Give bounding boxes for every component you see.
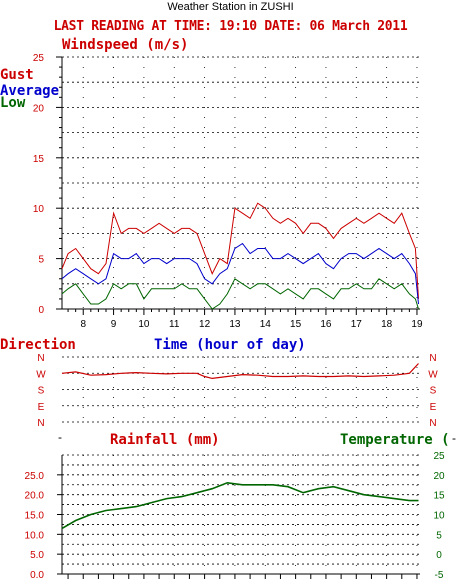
rainfall-label: Rainfall (mm) (110, 432, 220, 448)
legend-average: Average (0, 83, 59, 99)
wind-y-tick-label: 20 (33, 103, 45, 114)
wind-series-gust (61, 202, 419, 299)
rain-y-tick-label: 10.0 (25, 530, 45, 541)
wind-series-low (61, 278, 419, 310)
windspeed-chart: 0 5 10 15 20 25 8 9 10 11 12 13 14 15 16 17 18 19 (33, 53, 423, 330)
rain-y-tick-label: 25.0 (25, 471, 45, 482)
wind-x-tick-label: 18 (381, 319, 393, 330)
wind-x-tick-label: 16 (320, 319, 332, 330)
temp-y-tick-label: 5 (436, 530, 442, 541)
legend-gust: Gust (0, 67, 34, 83)
window-title: Weather Station in ZUSHI (167, 1, 294, 13)
direction-tick-right: N (429, 418, 436, 429)
direction-tick-right: W (428, 369, 438, 380)
rain-y-tick-label: 5.0 (30, 550, 44, 561)
wind-y-tick-label: 10 (33, 204, 45, 215)
temp-y-tick-label: 10 (433, 511, 445, 522)
temp-y-tick-label: 25 (433, 451, 445, 462)
direction-tick-left: E (38, 402, 45, 413)
temp-y-tick-label: 15 (433, 491, 445, 502)
wind-x-tick-label: 13 (229, 319, 241, 330)
direction-tick-left: N (37, 418, 44, 429)
temp-y-tick-label: -5 (435, 570, 444, 581)
direction-tick-right: N (429, 353, 436, 364)
direction-tick-left: W (36, 369, 46, 380)
direction-label: Direction (0, 337, 76, 353)
wind-x-tick-label: 11 (169, 319, 180, 330)
direction-tick-left: N (37, 353, 44, 364)
wind-x-tick-label: 17 (351, 319, 363, 330)
rain-dash-left: - (58, 430, 62, 444)
time-axis-label: Time (hour of day) (154, 337, 306, 353)
wind-x-tick-label: 10 (138, 319, 150, 330)
temp-y-tick-label: 0 (436, 550, 442, 561)
direction-tick-right: E (430, 402, 437, 413)
wind-x-tick-label: 15 (290, 319, 302, 330)
wind-series-average (61, 242, 419, 305)
temp-dash-right: - (452, 431, 456, 445)
wind-x-tick-label: 12 (199, 319, 211, 330)
rain-y-tick-label: 0.0 (30, 570, 44, 581)
direction-series (61, 363, 419, 380)
wind-x-tick-label: 8 (80, 319, 86, 330)
direction-tick-left: S (38, 386, 45, 397)
wind-x-tick-label: 14 (260, 319, 272, 330)
wind-x-tick-label: 19 (411, 319, 423, 330)
wind-y-tick-label: 25 (33, 53, 45, 64)
windspeed-title: Windspeed (m/s) (62, 37, 188, 53)
wind-y-tick-label: 5 (38, 255, 44, 266)
wind-x-tick-label: 9 (111, 319, 117, 330)
temp-y-tick-label: 20 (433, 471, 445, 482)
rainfall-temperature-chart: 0.0 5.0 10.0 15.0 20.0 25.0 -5 0 5 10 15 20 25 (25, 451, 445, 581)
rain-y-tick-label: 15.0 (25, 511, 45, 522)
temperature-series (61, 481, 419, 530)
temperature-label: Temperature ( (340, 432, 450, 448)
rain-y-tick-label: 20.0 (25, 491, 45, 502)
last-reading-subtitle: LAST READING AT TIME: 19:10 DATE: 06 Mar… (53, 19, 408, 34)
direction-tick-right: S (430, 386, 437, 397)
legend-low: Low (0, 95, 26, 111)
wind-y-tick-label: 15 (33, 154, 45, 165)
wind-y-tick-label: 0 (38, 305, 44, 316)
direction-chart: N NW WS SE EN N (36, 353, 438, 429)
